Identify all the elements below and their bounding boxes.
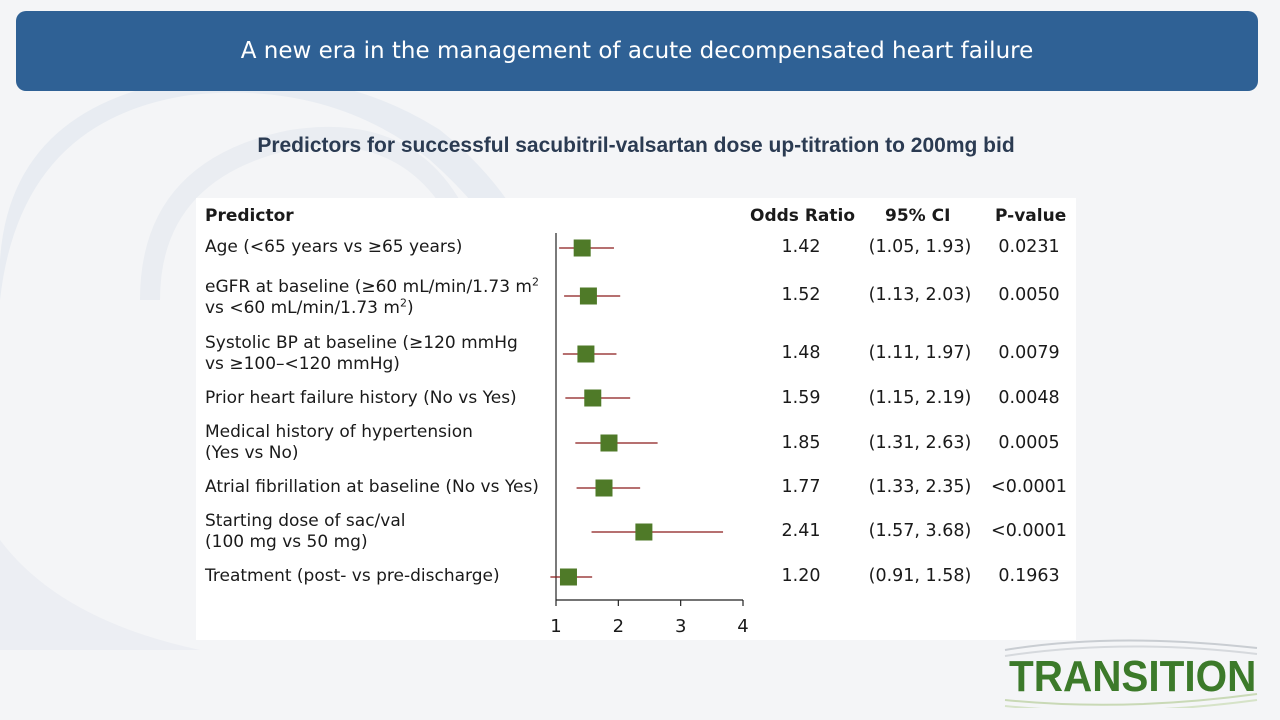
column-header-odds-ratio: Odds Ratio <box>750 206 856 226</box>
p-value-row-8: 0.1963 <box>998 566 1060 586</box>
or-marker-row-4 <box>584 389 602 407</box>
x-tick-label-4: 4 <box>737 616 748 637</box>
odds-ratio-row-4: 1.59 <box>781 388 821 408</box>
ci-row-5: (1.31, 2.63) <box>868 433 972 453</box>
or-marker-row-2 <box>579 287 597 305</box>
x-tick-label-2: 2 <box>613 616 624 637</box>
ci-row-1: (1.05, 1.93) <box>868 237 972 257</box>
x-tick-label-1: 1 <box>550 616 561 637</box>
logo-wordmark: TRANSITION <box>1009 652 1257 701</box>
odds-ratio-row-3: 1.48 <box>781 343 821 363</box>
odds-ratio-row-7: 2.41 <box>781 521 821 541</box>
column-header-predictor: Predictor <box>205 206 294 226</box>
transition-logo: TRANSITION <box>1003 636 1259 708</box>
header-title: A new era in the management of acute dec… <box>240 38 1034 64</box>
chart-subtitle: Predictors for successful sacubitril-val… <box>257 134 1015 157</box>
ci-row-3: (1.11, 1.97) <box>868 343 972 363</box>
or-marker-row-1 <box>573 239 591 257</box>
or-marker-row-5 <box>600 434 618 452</box>
logo-swoosh <box>1004 639 1258 708</box>
column-header-p-value: P-value <box>995 206 1067 226</box>
ci-row-6: (1.33, 2.35) <box>868 477 972 497</box>
predictor-label-row-8: Treatment (post- vs pre-discharge) <box>205 566 500 586</box>
or-marker-row-7 <box>635 523 653 541</box>
ci-row-4: (1.15, 2.19) <box>868 388 972 408</box>
odds-ratio-row-1: 1.42 <box>781 237 821 257</box>
p-value-row-7: <0.0001 <box>991 521 1067 541</box>
or-marker-row-6 <box>595 479 613 497</box>
predictor-label-row-1: Age (<65 years vs ≥65 years) <box>205 237 463 257</box>
or-marker-row-8 <box>559 568 577 586</box>
or-marker-row-3 <box>577 345 595 363</box>
p-value-row-2: 0.0050 <box>998 285 1060 305</box>
p-value-row-3: 0.0079 <box>998 343 1060 363</box>
column-header-ci: 95% CI <box>885 206 951 226</box>
x-tick-label-3: 3 <box>675 616 686 637</box>
odds-ratio-row-5: 1.85 <box>781 433 821 453</box>
predictor-label-row-5: Medical history of hypertension (Yes vs … <box>205 422 473 463</box>
odds-ratio-row-2: 1.52 <box>781 285 821 305</box>
predictor-label-row-2: eGFR at baseline (≥60 mL/min/1.73 m2 vs … <box>205 275 539 318</box>
predictor-label-row-4: Prior heart failure history (No vs Yes) <box>205 388 517 408</box>
forest-plot: 1 2 3 4 <box>550 233 749 637</box>
predictor-label-row-7: Starting dose of sac/val (100 mg vs 50 m… <box>205 511 406 552</box>
p-value-row-6: <0.0001 <box>991 477 1067 497</box>
p-value-row-4: 0.0048 <box>998 388 1060 408</box>
p-value-row-5: 0.0005 <box>998 433 1060 453</box>
ci-row-7: (1.57, 3.68) <box>868 521 972 541</box>
p-value-row-1: 0.0231 <box>998 237 1060 257</box>
odds-ratio-row-8: 1.20 <box>781 566 821 586</box>
odds-ratio-row-6: 1.77 <box>781 477 821 497</box>
ci-row-8: (0.91, 1.58) <box>868 566 972 586</box>
ci-row-2: (1.13, 2.03) <box>868 285 972 305</box>
predictor-label-row-6: Atrial fibrillation at baseline (No vs Y… <box>205 477 539 497</box>
predictor-label-row-3: Systolic BP at baseline (≥120 mmHg vs ≥1… <box>205 333 518 374</box>
header-bar: A new era in the management of acute dec… <box>16 11 1258 91</box>
forest-plot-panel <box>196 198 1076 640</box>
